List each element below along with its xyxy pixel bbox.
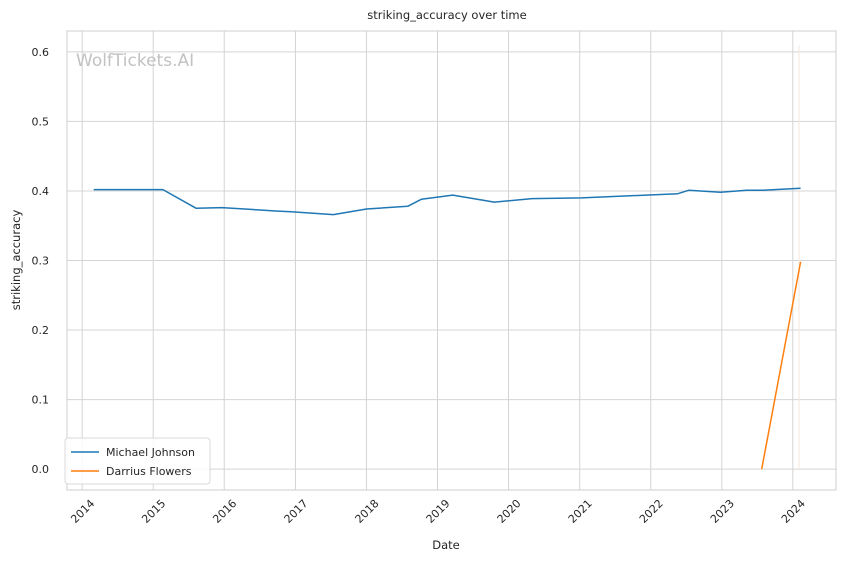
y-tick-label: 0.3 <box>32 255 50 268</box>
y-tick-label: 0.4 <box>32 185 50 198</box>
y-tick-label: 0.0 <box>32 463 50 476</box>
series <box>93 187 802 470</box>
plot-area <box>66 30 837 491</box>
y-tick-label: 0.6 <box>32 46 50 59</box>
series-line-michael-johnson <box>93 187 801 216</box>
watermark: WolfTickets.AI <box>76 51 194 71</box>
y-tick-label: 0.5 <box>32 115 50 128</box>
series-line-darrius-flowers <box>760 261 802 470</box>
legend-label-darrius-flowers: Darrius Flowers <box>106 465 192 478</box>
legend: Michael Johnson Darrius Flowers <box>64 437 211 485</box>
y-axis-title: striking_accuracy <box>9 210 23 311</box>
y-tick-label: 0.2 <box>32 324 50 337</box>
grid <box>67 31 836 490</box>
y-tick-label: 0.1 <box>32 394 50 407</box>
chart-title: striking_accuracy over time <box>367 8 526 22</box>
legend-box <box>64 437 211 485</box>
x-axis-title: Date <box>432 538 460 552</box>
y-tick-labels: 0.0 0.1 0.2 0.3 0.4 0.5 0.6 <box>32 46 50 476</box>
legend-label-michael-johnson: Michael Johnson <box>106 446 195 459</box>
